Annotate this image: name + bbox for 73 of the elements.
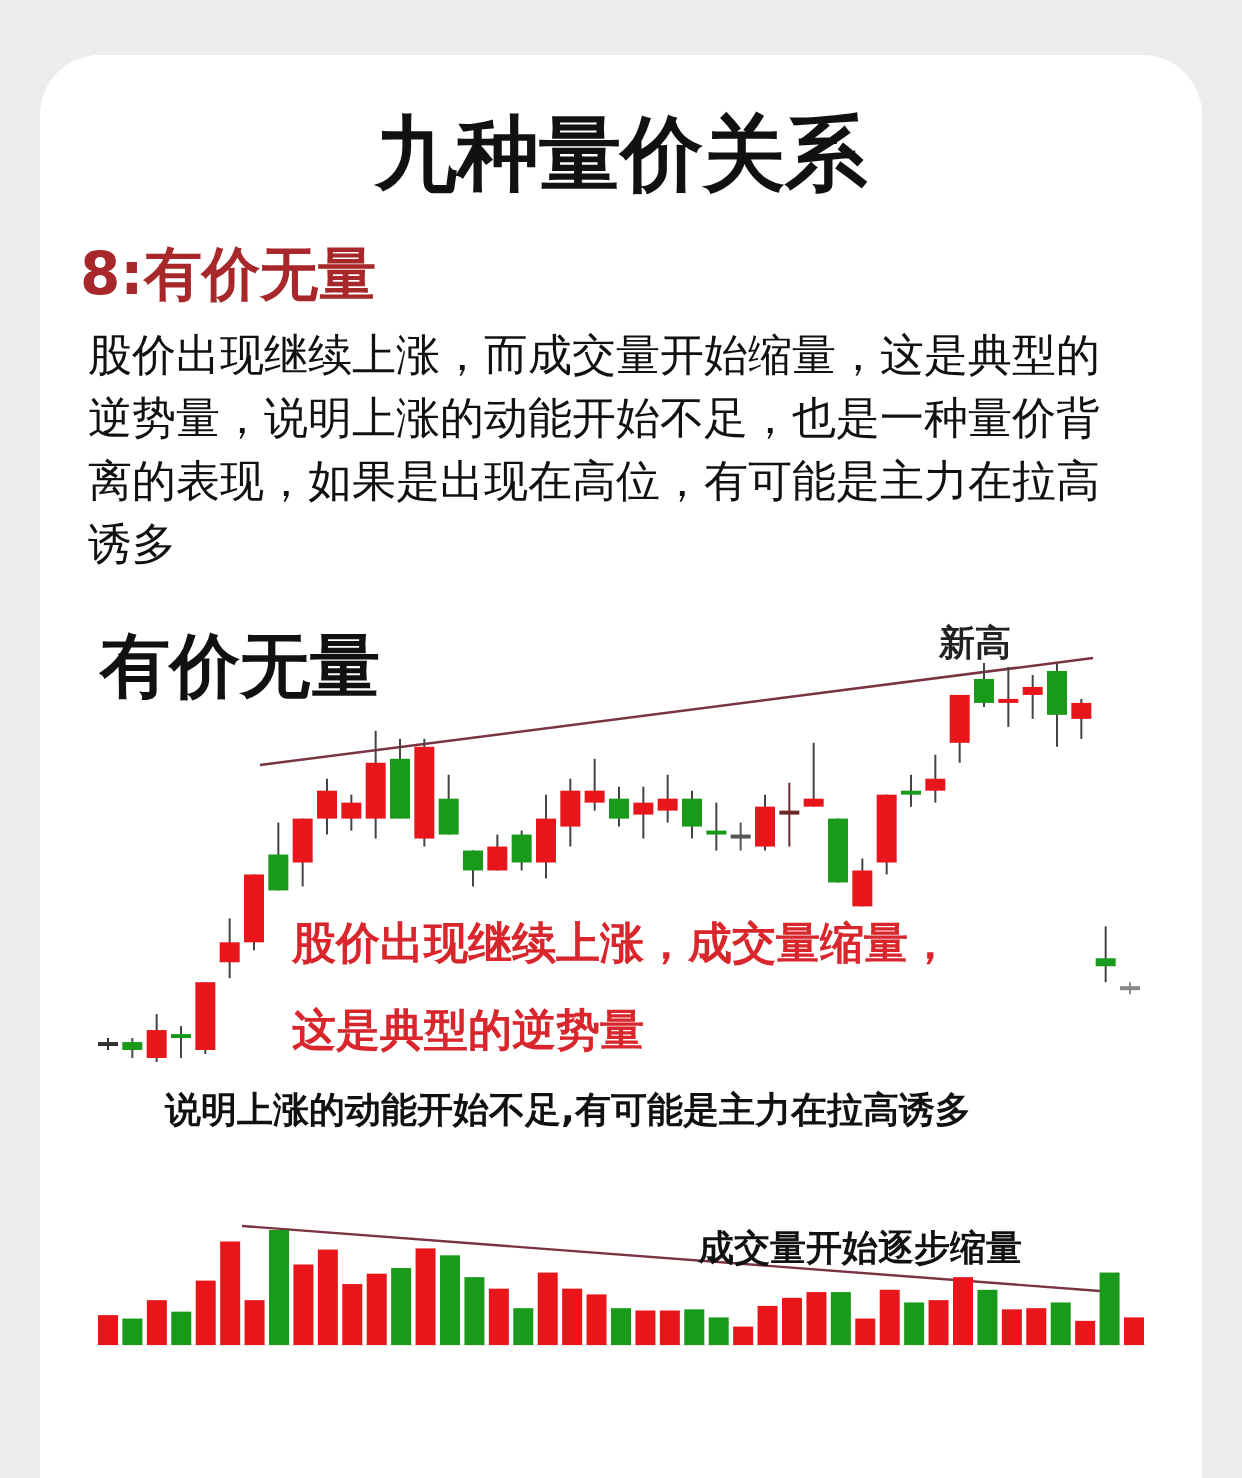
candlestick: [657, 773, 678, 824]
bar: [830, 1292, 851, 1345]
text: 股价出现继续上涨，而成交量开始缩量，这是典型的逆势量，说明上涨的动能开始不足，也是一种量价背离的表现，如果是出现在高位，有可能是主力在拉高诱多: [88, 329, 1100, 569]
bar: [366, 1273, 387, 1345]
bar: [904, 1302, 925, 1345]
candlestick: [609, 785, 629, 828]
candlestick: [463, 849, 483, 888]
bar: [244, 1300, 265, 1345]
bar: [953, 1277, 973, 1345]
candlestick: [1022, 673, 1043, 720]
bar: [269, 1230, 289, 1345]
bar: [440, 1255, 460, 1345]
bar: [684, 1309, 705, 1345]
bar: [415, 1248, 436, 1345]
annotation: 股价出现继续上涨，成交量缩量，: [291, 917, 952, 968]
bar: [293, 1264, 314, 1345]
bar: [635, 1310, 656, 1345]
candlestick: [633, 785, 654, 840]
candlestick: [730, 821, 751, 852]
candlestick: [974, 662, 994, 708]
bar: [537, 1272, 558, 1345]
candlestick: [779, 781, 800, 848]
candlestick: [706, 801, 727, 852]
bar: [806, 1292, 827, 1345]
annotation: 有价无量: [98, 624, 380, 707]
candlestick: [901, 773, 921, 808]
bar: [391, 1267, 412, 1345]
candlestick: [219, 917, 240, 980]
chart-subtitle: 8:有价无量: [80, 240, 376, 308]
bar: [317, 1249, 338, 1345]
bar: [708, 1317, 729, 1345]
candlestick: [998, 665, 1019, 728]
text: 说明上涨的动能开始不足,有可能是主力在拉高诱多: [164, 1089, 971, 1130]
bar: [977, 1289, 998, 1345]
bar: [586, 1294, 607, 1345]
bar: [195, 1280, 216, 1345]
bar: [879, 1289, 900, 1345]
bar: [1124, 1317, 1144, 1345]
bar: [171, 1311, 192, 1345]
bar: [146, 1300, 167, 1345]
bar: [1026, 1308, 1047, 1345]
candlestick: [1095, 925, 1116, 984]
bar: [733, 1326, 754, 1345]
bar: [1001, 1309, 1022, 1345]
bar: [855, 1318, 876, 1345]
annotation: 这是典型的逆势量: [292, 1004, 644, 1055]
bar: [1050, 1302, 1071, 1345]
bar: [98, 1315, 118, 1345]
candlestick: [341, 793, 362, 832]
candlestick: [171, 1025, 191, 1060]
bar: [342, 1284, 363, 1345]
bar: [513, 1308, 534, 1345]
candlestick: [487, 833, 508, 872]
bar: [464, 1277, 485, 1345]
bar: [1075, 1320, 1096, 1345]
annotation: 新高: [938, 622, 1011, 663]
bar: [1099, 1272, 1120, 1345]
bar: [782, 1297, 802, 1345]
bar: [562, 1288, 583, 1345]
bar: [122, 1318, 143, 1345]
candlestick: [1071, 697, 1092, 740]
bar: [220, 1241, 241, 1345]
chart-title: 九种量价关系: [373, 106, 868, 201]
candlestick: [925, 753, 946, 804]
bar: [928, 1300, 949, 1345]
bar: [659, 1310, 680, 1345]
bar: [488, 1288, 509, 1345]
bar: [611, 1308, 631, 1345]
annotation: 成交量开始逐步缩量: [697, 1227, 1022, 1268]
candlestick: [584, 757, 605, 812]
candlestick: [803, 741, 824, 808]
candlestick: [122, 1037, 143, 1060]
bar: [757, 1305, 778, 1345]
